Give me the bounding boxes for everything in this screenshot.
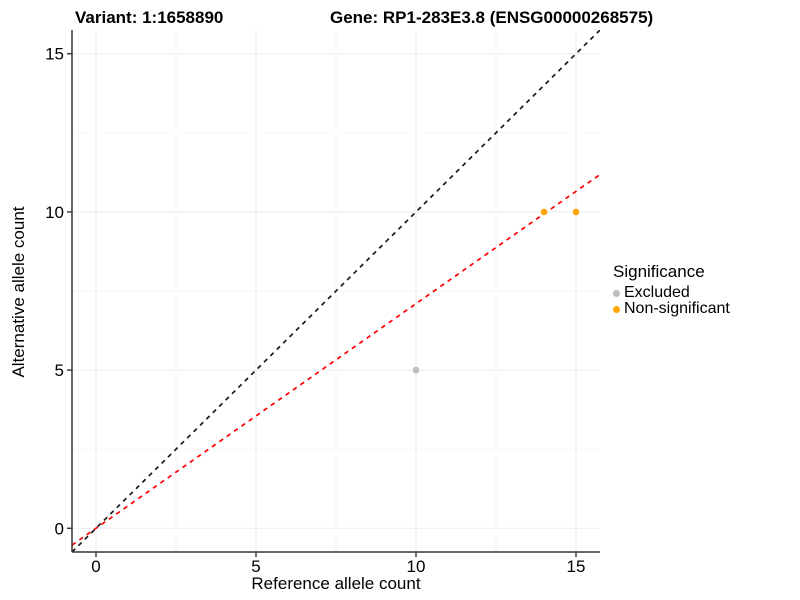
legend-item-label: Excluded xyxy=(624,284,690,301)
legend-item-excluded: Excluded xyxy=(613,284,730,301)
data-point-excluded xyxy=(412,366,420,374)
x-tick-label: 5 xyxy=(251,557,260,576)
y-tick-label: 15 xyxy=(45,45,64,64)
legend: Significance Excluded Non-significant xyxy=(613,262,730,317)
x-axis-title: Reference allele count xyxy=(251,574,421,593)
x-tick-label: 0 xyxy=(91,557,100,576)
x-tick-label: 10 xyxy=(407,557,426,576)
y-axis-title: Alternative allele count xyxy=(9,206,28,378)
x-tick-label: 15 xyxy=(567,557,586,576)
data-point-non-significant xyxy=(540,208,548,216)
y-tick-label: 10 xyxy=(45,203,64,222)
excluded-swatch-icon xyxy=(613,289,620,297)
legend-title: Significance xyxy=(613,262,705,281)
non-significant-swatch-icon xyxy=(613,305,620,313)
legend-item-label: Non-significant xyxy=(624,300,730,317)
legend-item-non-significant: Non-significant xyxy=(613,300,730,317)
data-point-non-significant xyxy=(572,208,580,216)
y-tick-label: 5 xyxy=(55,361,64,380)
identity-line xyxy=(72,30,600,552)
plot-title-gene: Gene: RP1-283E3.8 (ENSG00000268575) xyxy=(330,8,654,27)
plot-title-variant: Variant: 1:1658890 xyxy=(75,8,224,27)
y-tick-label: 0 xyxy=(55,519,64,538)
